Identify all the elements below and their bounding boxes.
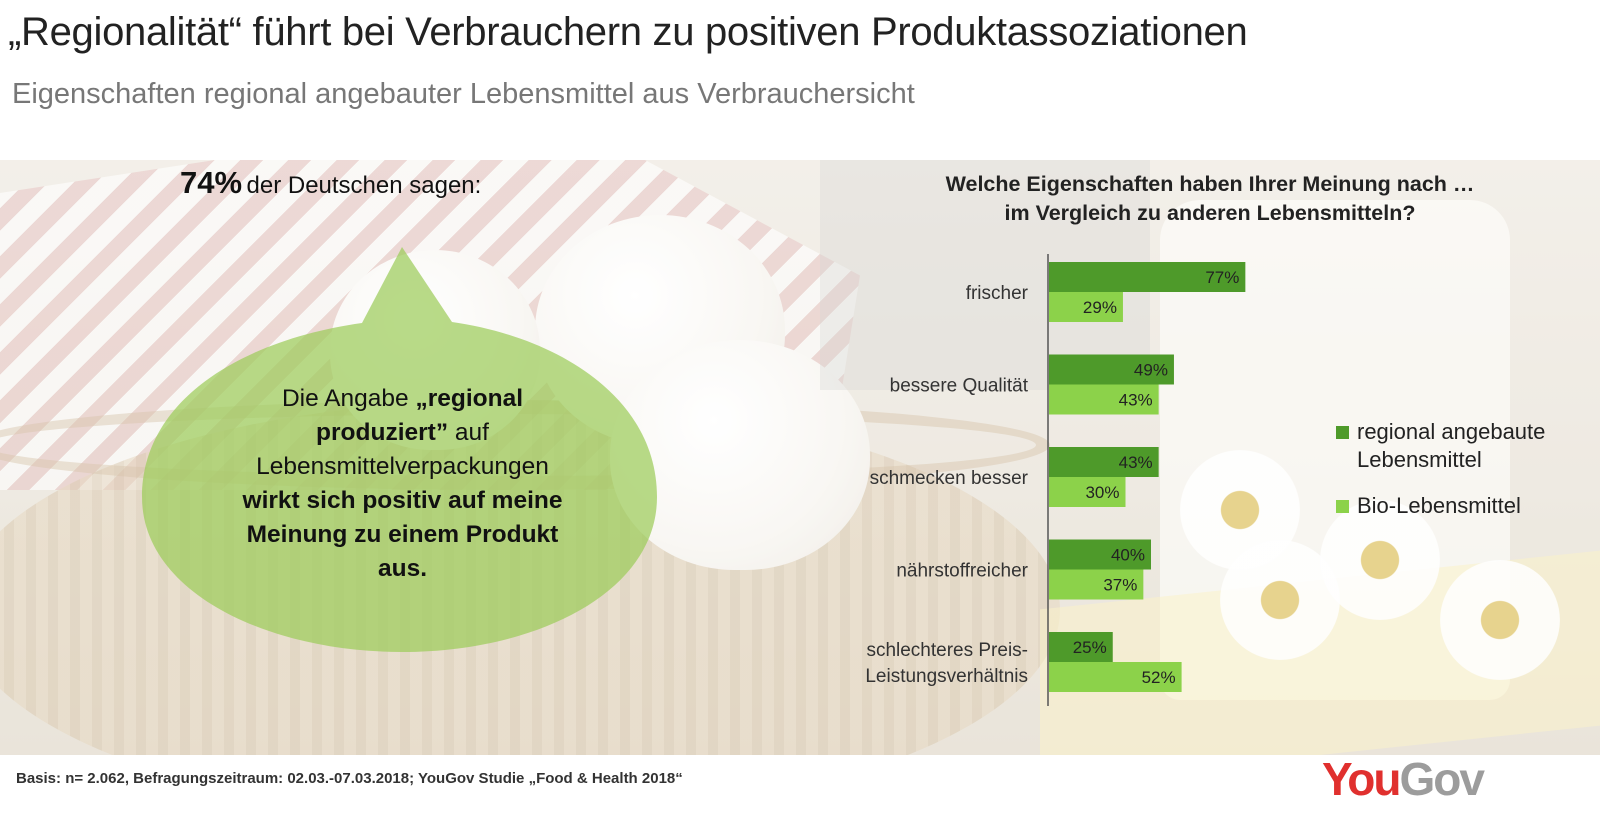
bar-bio (1049, 477, 1126, 507)
yougov-logo: YouGov (1322, 752, 1485, 806)
speech-bubble-shape (142, 247, 657, 652)
legend-item-regional: regional angebaute Lebensmittel (1336, 418, 1545, 474)
bar-value-label: 37% (1103, 576, 1137, 595)
bar-regional (1049, 354, 1174, 385)
legend-swatch-bio (1336, 500, 1349, 513)
legend-item-bio: Bio-Lebensmittel (1336, 492, 1521, 520)
legend-label-line: Lebensmittel (1357, 447, 1482, 472)
daisy-flower (1440, 560, 1560, 680)
egg (610, 340, 870, 570)
page-subtitle: Eigenschaften regional angebauter Lebens… (12, 78, 915, 110)
callout-headline-text: der Deutschen sagen: (246, 172, 482, 199)
bar-value-label: 77% (1205, 268, 1239, 287)
bar-value-label: 49% (1134, 361, 1168, 380)
legend-label-line: regional angebaute (1357, 419, 1546, 444)
bubble-text: Die Angabe „regional produziert” auf Leb… (230, 382, 575, 586)
bar-regional (1049, 447, 1159, 477)
bar-bio (1049, 662, 1182, 692)
bar-value-label: 40% (1111, 546, 1145, 565)
bar-regional (1049, 262, 1246, 292)
bubble-bold-2: wirkt sich positiv auf meine Meinung zu … (242, 487, 563, 582)
logo-you: You (1322, 753, 1401, 805)
bar-value-label: 43% (1119, 453, 1153, 472)
bar-regional (1049, 539, 1151, 570)
daisy-flower (1320, 500, 1440, 620)
bar-value-label: 52% (1142, 668, 1176, 687)
bubble-middle: auf Lebensmittelverpackungen (256, 419, 549, 480)
bar-bio (1049, 569, 1144, 600)
page-title: „Regionalität“ führt bei Verbrauchern zu… (8, 10, 1248, 54)
callout-percent: 74% (180, 165, 243, 200)
bar-value-label: 30% (1085, 483, 1119, 502)
bar-value-label: 25% (1073, 638, 1107, 657)
bar-bio (1049, 384, 1159, 415)
legend-swatch-regional (1336, 426, 1349, 439)
bar-value-label: 29% (1083, 298, 1117, 317)
callout-headline: 74% der Deutschen sagen: (180, 165, 481, 201)
bubble-bold-1: „regional produziert” (316, 385, 524, 446)
speech-bubble (137, 247, 667, 657)
chart-title: Welche Eigenschaften haben Ihrer Meinung… (900, 170, 1520, 228)
category-label: Leistungsverhältnis (865, 666, 1028, 687)
logo-gov: Gov (1399, 753, 1484, 805)
category-label: frischer (966, 283, 1029, 304)
legend-label: regional angebaute Lebensmittel (1357, 418, 1545, 474)
bar-regional (1049, 632, 1113, 662)
chart-title-line: im Vergleich zu anderen Lebensmitteln? (1004, 201, 1416, 225)
bar-value-label: 43% (1119, 391, 1153, 410)
bar-bio (1049, 292, 1123, 322)
legend-label: Bio-Lebensmittel (1357, 493, 1521, 518)
chart-title-line: Welche Eigenschaften haben Ihrer Meinung… (945, 172, 1475, 196)
bubble-intro: Die Angabe (281, 385, 416, 412)
category-label: nährstoffreicher (896, 561, 1028, 582)
footer-source: Basis: n= 2.062, Befragungszeitraum: 02.… (16, 770, 683, 787)
category-label: bessere Qualität (890, 376, 1029, 397)
category-label: schlechteres Preis- (866, 640, 1028, 661)
category-label: schmecken besser (870, 468, 1029, 489)
